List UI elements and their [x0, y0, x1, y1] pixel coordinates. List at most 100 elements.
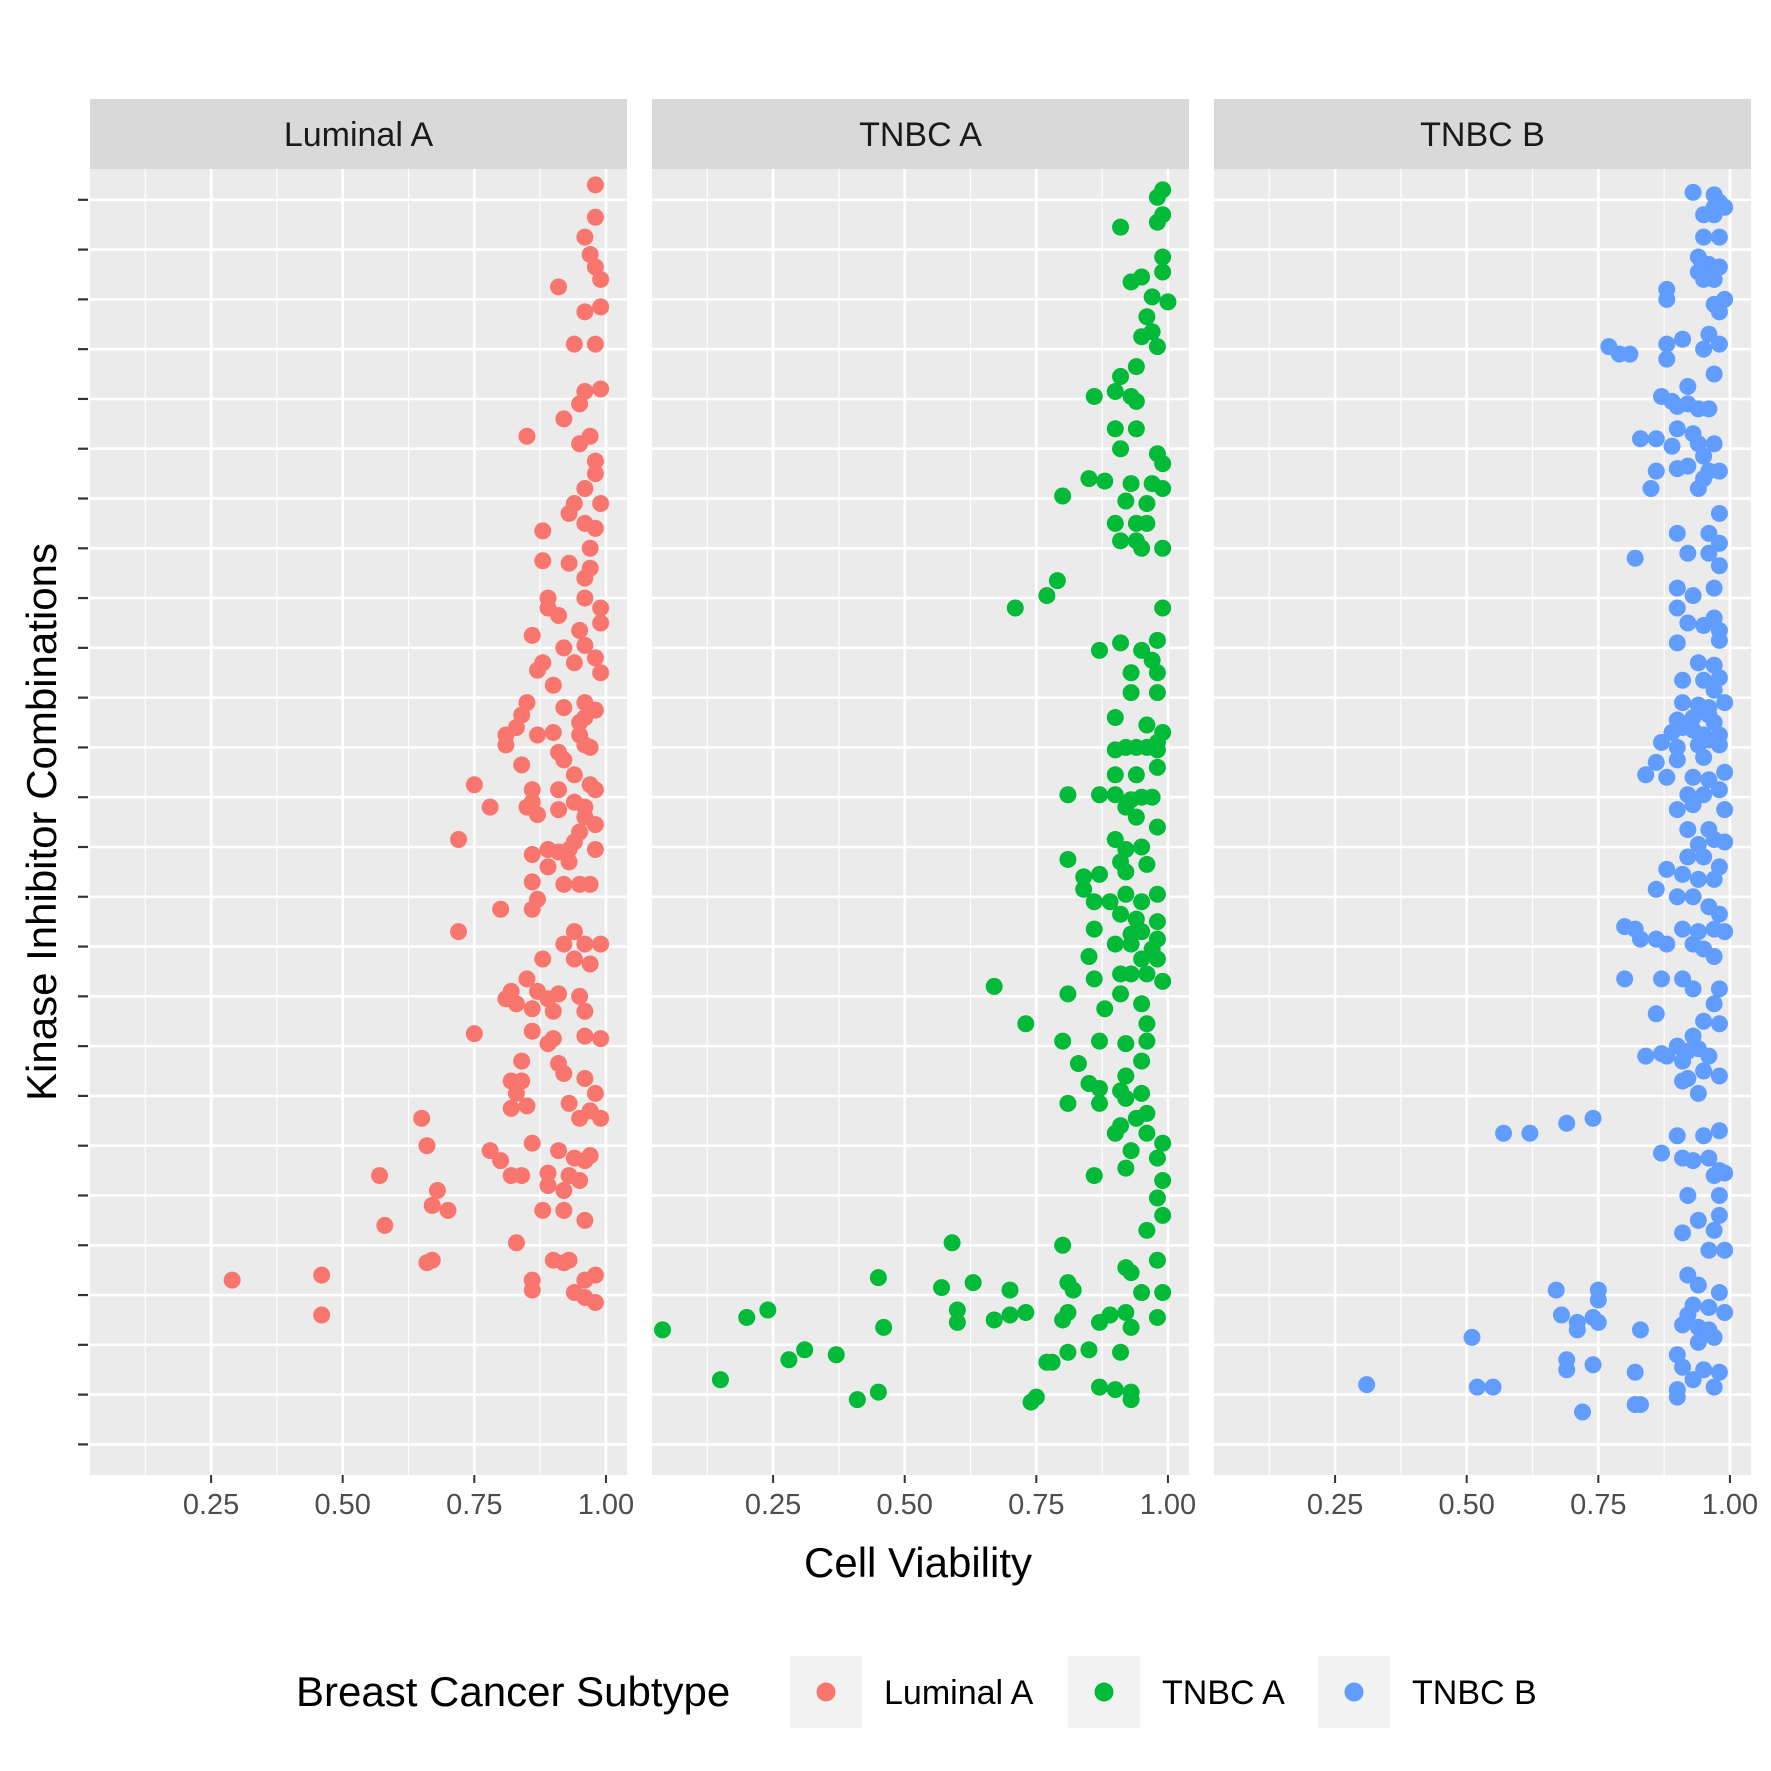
data-point [544, 1002, 562, 1020]
data-point [576, 636, 594, 654]
data-point [1468, 1378, 1486, 1396]
facet-panel-2: TNBC A [652, 99, 1189, 1475]
data-point [497, 736, 515, 754]
facet-panel-3: TNBC B [1214, 99, 1751, 1475]
data-point [1647, 430, 1665, 448]
x-tick-label: 0.25 [1307, 1489, 1363, 1521]
data-point [869, 1269, 887, 1287]
x-tick-label: 0.25 [745, 1489, 801, 1521]
data-point [1075, 880, 1093, 898]
data-point [576, 480, 594, 498]
data-point [869, 1383, 887, 1401]
data-point [1679, 1069, 1697, 1087]
data-point [985, 1311, 1003, 1329]
data-point [1122, 1142, 1140, 1160]
data-point [1133, 923, 1151, 941]
data-point [1695, 447, 1713, 465]
data-point [1054, 1311, 1072, 1329]
data-point [1038, 587, 1056, 605]
data-point [1547, 1281, 1565, 1299]
data-point [1653, 1144, 1670, 1162]
data-point [1122, 664, 1140, 682]
data-point [875, 1318, 893, 1336]
data-point [423, 1251, 441, 1269]
data-point [1117, 492, 1135, 510]
data-point [1647, 462, 1665, 480]
data-point [586, 781, 604, 799]
data-point [586, 1084, 604, 1102]
data-point [1710, 1067, 1728, 1085]
y-axis-title: Kinase Inhibitor Combinations [18, 543, 65, 1101]
data-point [1679, 821, 1697, 839]
data-point [523, 873, 541, 891]
data-point [592, 599, 610, 617]
data-point [1138, 716, 1156, 734]
x-tick-label: 1.00 [1702, 1489, 1758, 1521]
data-point [1705, 435, 1723, 453]
data-point [1091, 865, 1108, 883]
legend-entry: Luminal A [790, 1656, 1034, 1728]
data-point [1154, 480, 1172, 498]
data-point [1112, 218, 1130, 236]
data-point [1705, 681, 1723, 699]
data-point [560, 853, 578, 871]
data-point [1679, 544, 1697, 562]
data-point [1658, 350, 1676, 368]
data-point [1148, 950, 1166, 968]
data-point [1668, 524, 1686, 542]
data-point [1080, 470, 1098, 488]
data-point [1154, 1134, 1172, 1152]
data-point [1658, 935, 1676, 953]
data-point [1668, 397, 1686, 415]
data-point [428, 1182, 446, 1200]
data-point [1148, 818, 1166, 836]
data-point [576, 228, 594, 246]
data-point [1710, 462, 1728, 480]
data-point [592, 1030, 610, 1048]
data-point [1589, 1291, 1607, 1309]
data-point [1695, 1012, 1713, 1030]
data-point [523, 781, 541, 799]
data-point [586, 208, 604, 226]
data-point [534, 950, 552, 968]
data-point [1112, 440, 1130, 458]
data-point [780, 1351, 798, 1369]
data-point [1705, 948, 1723, 966]
x-tick-label: 0.75 [1008, 1489, 1064, 1521]
data-point [1668, 738, 1686, 756]
data-point [418, 1137, 436, 1155]
data-point [1668, 751, 1686, 769]
data-point [1637, 766, 1655, 784]
legend-key-dot [1344, 1682, 1364, 1702]
data-point [1001, 1306, 1019, 1324]
data-point [1674, 920, 1692, 938]
data-point [1148, 1308, 1166, 1326]
data-point [539, 1177, 557, 1195]
data-point [1631, 1321, 1649, 1339]
data-point [1122, 935, 1140, 953]
data-point [1521, 1124, 1539, 1142]
data-point [1154, 539, 1172, 557]
data-point [1716, 833, 1734, 851]
data-point [592, 1109, 610, 1127]
data-point [1700, 1149, 1718, 1167]
data-point [571, 1109, 589, 1127]
data-point [1674, 865, 1692, 883]
data-point [576, 1002, 594, 1020]
data-point [1117, 1067, 1135, 1085]
data-point [592, 380, 610, 398]
x-tick-label: 1.00 [1140, 1489, 1196, 1521]
data-point [523, 1022, 541, 1040]
data-point [1148, 664, 1166, 682]
facet-panel-1: Luminal A [90, 99, 627, 1475]
data-point [586, 335, 604, 353]
data-point [555, 751, 573, 769]
data-point [1674, 1224, 1692, 1242]
data-point [555, 1182, 573, 1200]
data-point [948, 1313, 966, 1331]
data-point [1558, 1361, 1576, 1379]
data-point [592, 270, 610, 288]
data-point [1112, 905, 1130, 923]
data-point [1684, 980, 1702, 998]
data-point [1091, 1079, 1108, 1097]
